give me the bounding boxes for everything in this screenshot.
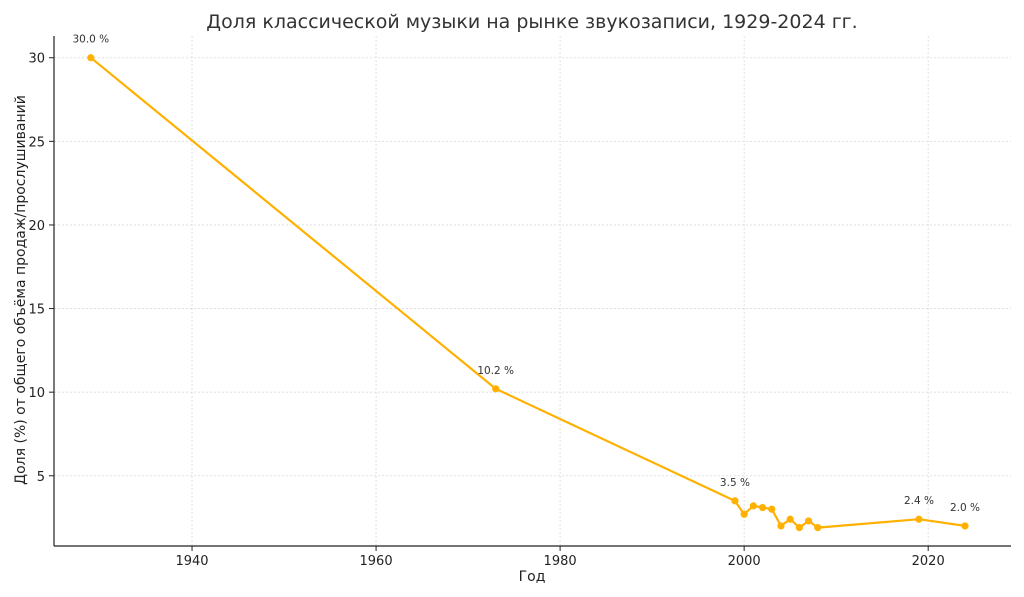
data-label: 10.2 %: [477, 365, 514, 377]
data-labels: 30.0 % 10.2 % 3.5 % 2.4 % 2.0 %: [72, 34, 980, 514]
y-tick-label: 15: [28, 303, 45, 318]
data-label: 3.5 %: [720, 477, 750, 489]
x-axis-label: Год: [519, 569, 546, 585]
data-point: [795, 524, 803, 532]
y-tick-label: 25: [28, 135, 45, 150]
data-point: [804, 517, 813, 525]
y-tick-label: 20: [28, 219, 45, 234]
y-tick-label: 10: [28, 386, 45, 401]
data-point: [768, 505, 776, 513]
data-label: 2.0 %: [950, 502, 980, 514]
y-tick-label: 30: [28, 52, 45, 67]
data-point: [731, 497, 739, 505]
x-tick-label: 1960: [360, 554, 393, 569]
data-point: [961, 522, 969, 530]
data-point: [87, 54, 95, 62]
y-tick-label: 5: [37, 470, 45, 485]
series-line: [90, 56, 966, 529]
data-point: [749, 502, 757, 510]
data-point: [786, 515, 794, 523]
x-tick-label: 1980: [544, 554, 577, 569]
x-tick-label: 2000: [728, 554, 761, 569]
data-label: 2.4 %: [904, 495, 934, 507]
grid: [54, 36, 1011, 546]
axes: 1940 1960 1980 2000 2020 5 10 15 20 25 30: [28, 36, 1011, 569]
data-label: 30.0 %: [72, 34, 109, 46]
data-point: [777, 522, 785, 530]
data-point: [758, 503, 767, 512]
data-point: [814, 524, 822, 532]
data-point: [915, 515, 923, 523]
y-axis-label: Доля (%) от общего объёма продаж/прослуш…: [13, 95, 29, 485]
chart-title: Доля классической музыки на рынке звукоз…: [206, 11, 857, 33]
x-tick-label: 1940: [175, 554, 208, 569]
x-tick-label: 2020: [912, 554, 945, 569]
series: [87, 54, 969, 532]
data-point: [740, 510, 748, 518]
data-point: [492, 385, 500, 393]
